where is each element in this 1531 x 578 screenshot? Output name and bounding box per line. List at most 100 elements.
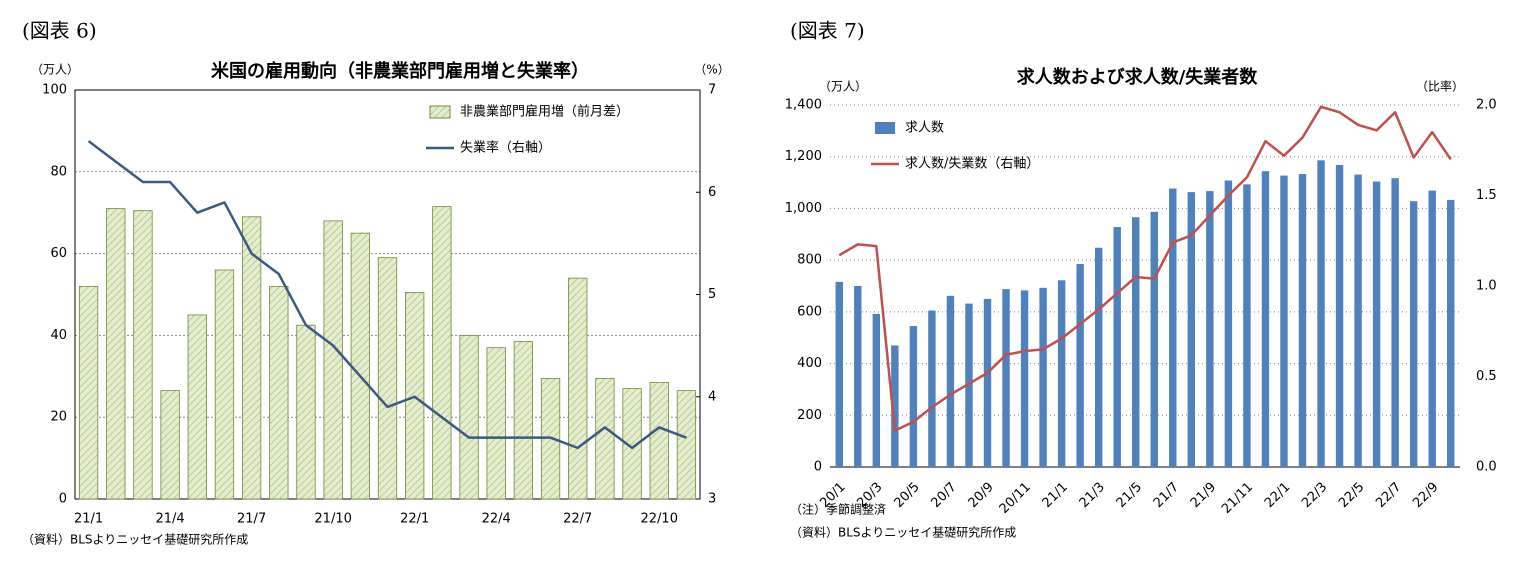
- y-tick-label: 40: [50, 328, 67, 343]
- bar: [187, 314, 207, 500]
- bar: [835, 281, 843, 467]
- y-tick-label: 0: [59, 492, 67, 507]
- y2-tick-label: 3: [708, 492, 716, 507]
- bar: [568, 277, 588, 500]
- x-tick-label: 20/7: [928, 480, 959, 511]
- x-tick-label: 21/11: [1219, 480, 1256, 517]
- y-tick-label: 1,400: [785, 98, 822, 113]
- bar: [676, 390, 697, 500]
- bar: [214, 269, 235, 500]
- y2-tick-label: 1.0: [1476, 279, 1497, 294]
- x-tick-label: 21/9: [1188, 480, 1219, 511]
- y2-axis-unit: （%）: [694, 63, 729, 77]
- y-tick-label: 0: [814, 460, 822, 475]
- bar: [1002, 289, 1010, 467]
- bar: [1169, 188, 1177, 468]
- bar: [872, 313, 881, 467]
- x-tick-label: 22/9: [1410, 480, 1441, 511]
- bar: [622, 388, 642, 500]
- x-tick-label: 20/5: [891, 480, 922, 511]
- bar: [1447, 199, 1455, 467]
- x-tick-label: 21/5: [1114, 480, 1145, 511]
- x-tick-label: 21/10: [314, 512, 351, 527]
- y-tick-label: 80: [50, 164, 67, 179]
- chart-title: 米国の雇用動向（非農業部門雇用増と失業率）: [211, 60, 589, 82]
- x-tick-label: 22/3: [1299, 480, 1330, 511]
- bar: [965, 303, 973, 467]
- y-axis-unit: （万人）: [819, 80, 867, 94]
- bar: [1354, 174, 1362, 467]
- legend-label: 求人数: [905, 121, 944, 136]
- source: （資料）BLSよりニッセイ基礎研究所作成: [790, 525, 1016, 540]
- bar: [1391, 178, 1399, 467]
- bar: [1020, 290, 1029, 467]
- bar: [595, 377, 615, 500]
- y2-tick-label: 0.0: [1476, 460, 1497, 475]
- y-tick-label: 60: [50, 246, 67, 261]
- bar: [1372, 181, 1381, 467]
- bar: [909, 326, 918, 467]
- y-tick-label: 200: [797, 408, 822, 423]
- bar: [269, 285, 289, 500]
- bar: [1057, 280, 1066, 467]
- bar: [1317, 160, 1325, 467]
- bar: [928, 310, 936, 467]
- bar: [513, 341, 534, 500]
- bar: [1113, 227, 1121, 467]
- y-tick-label: 1,200: [785, 149, 822, 164]
- bar: [1132, 217, 1140, 467]
- bar: [1280, 175, 1288, 467]
- x-tick-label: 21/7: [237, 512, 266, 527]
- bar: [1335, 164, 1344, 467]
- figure-label: (図表 7): [790, 19, 865, 43]
- bar: [350, 232, 370, 500]
- bar: [854, 286, 862, 467]
- figure-label: (図表 6): [22, 19, 97, 43]
- bar: [377, 257, 398, 500]
- y2-tick-label: 1.5: [1476, 188, 1497, 203]
- y-tick-label: 1,000: [785, 201, 822, 216]
- x-tick-label: 21/3: [1077, 480, 1108, 511]
- y-tick-label: 400: [797, 356, 822, 371]
- x-tick-label: 21/1: [74, 512, 103, 527]
- bar: [983, 298, 992, 467]
- legend-label: 非農業部門雇用増（前月差）: [460, 104, 629, 120]
- bar: [649, 382, 669, 500]
- y2-axis-unit: （比率）: [1416, 79, 1464, 94]
- bar: [1428, 190, 1436, 467]
- line: [87, 140, 687, 450]
- bar: [1243, 184, 1251, 468]
- y-tick-label: 20: [50, 410, 67, 425]
- x-tick-label: 21/7: [1151, 480, 1182, 511]
- x-tick-label: 21/1: [1040, 480, 1071, 511]
- bar: [432, 206, 452, 500]
- x-tick-label: 21/4: [156, 512, 185, 527]
- chart-title: 求人数および求人数/失業者数: [1017, 66, 1259, 88]
- bar: [1224, 180, 1233, 467]
- bar: [459, 334, 479, 500]
- x-tick-label: 22/1: [400, 512, 429, 527]
- bar: [1039, 287, 1047, 467]
- y2-tick-label: 7: [708, 83, 716, 98]
- bar: [486, 347, 506, 500]
- bar: [1261, 171, 1270, 468]
- y2-tick-label: 6: [708, 185, 716, 200]
- y2-tick-label: 4: [708, 389, 716, 404]
- bar: [160, 390, 180, 500]
- x-tick-label: 22/1: [1262, 480, 1293, 511]
- x-tick-label: 20/9: [966, 480, 997, 511]
- x-tick-label: 22/10: [641, 512, 678, 527]
- y2-tick-label: 5: [708, 287, 716, 302]
- bar: [1298, 174, 1307, 467]
- y2-tick-label: 0.5: [1476, 369, 1497, 384]
- bar: [1094, 247, 1103, 467]
- bar: [106, 208, 126, 500]
- bar: [1409, 201, 1418, 467]
- bar: [1206, 191, 1214, 467]
- y2-tick-label: 2.0: [1476, 98, 1497, 113]
- x-tick-label: 22/7: [1373, 480, 1404, 511]
- legend-swatch: [429, 105, 451, 119]
- bar: [1150, 211, 1158, 467]
- x-tick-label: 22/5: [1336, 480, 1367, 511]
